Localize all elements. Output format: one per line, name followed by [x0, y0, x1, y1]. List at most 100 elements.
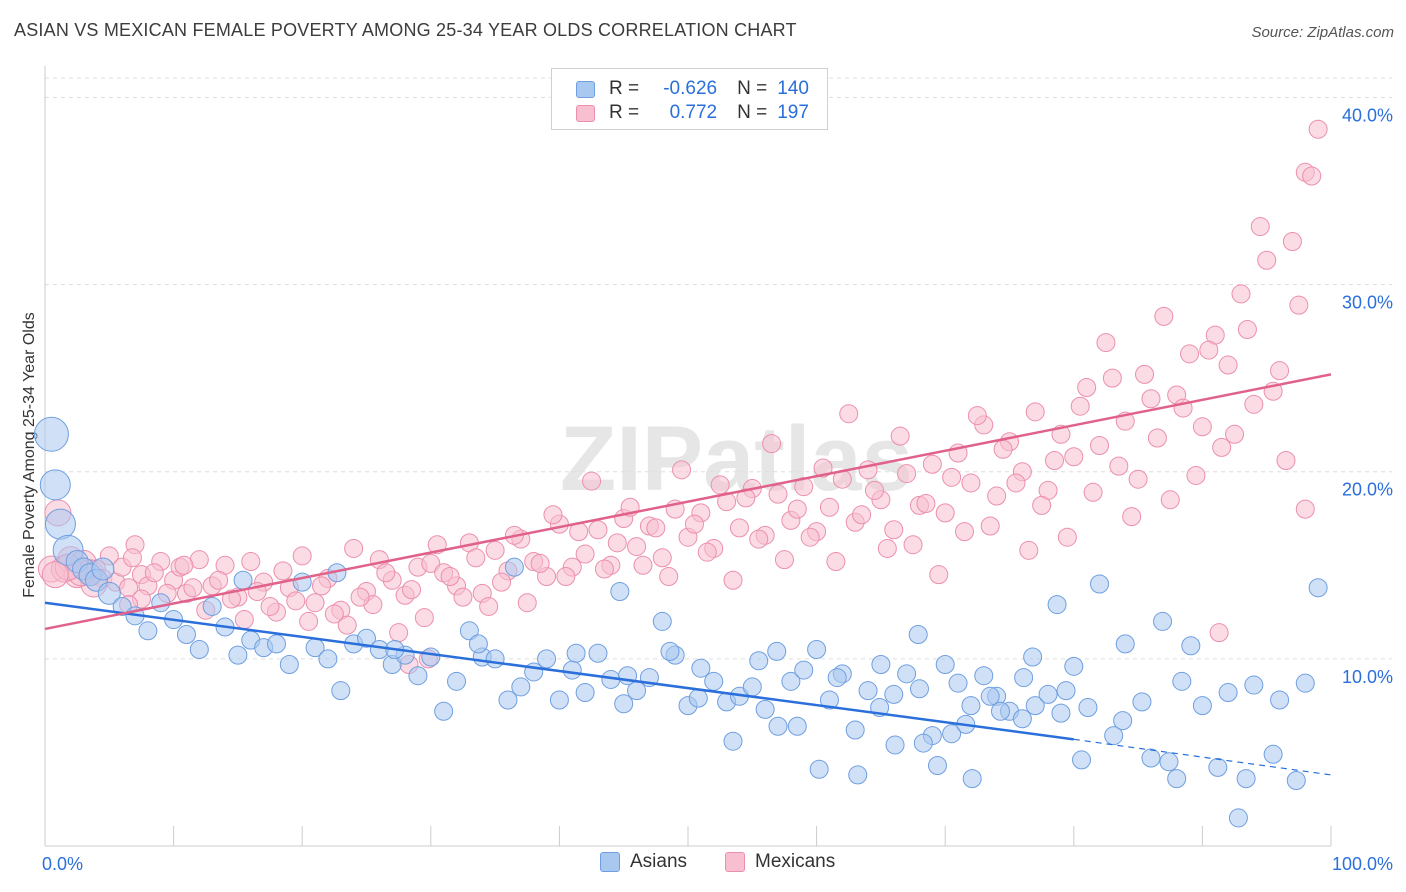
- mexican-point: [980, 516, 1000, 536]
- mexican-point: [1212, 437, 1232, 457]
- mexican-point: [183, 578, 203, 598]
- asian-point: [279, 654, 299, 674]
- mexican-point: [1141, 389, 1161, 409]
- mexican-point: [1154, 306, 1174, 326]
- mexican-point: [852, 505, 872, 525]
- mexican-point: [1096, 333, 1116, 353]
- asian-point: [1153, 611, 1173, 631]
- asian-trend-extension: [1073, 738, 1332, 776]
- asian-point: [652, 611, 672, 631]
- mexican-point: [122, 548, 142, 568]
- asian-point: [176, 625, 196, 645]
- asian-point: [942, 724, 962, 744]
- bottom-legend-asians: Asians: [600, 851, 687, 873]
- legend-r-value: -0.626: [663, 78, 718, 99]
- mexican-point: [1302, 166, 1322, 186]
- asian-point: [871, 654, 891, 674]
- mexican-point: [1160, 490, 1180, 510]
- mexican-point: [402, 580, 422, 600]
- mexican-point: [1192, 417, 1212, 437]
- mexican-point: [344, 538, 364, 558]
- asian-point: [927, 756, 947, 776]
- legend-n-label: N =: [737, 78, 768, 99]
- asian-point: [408, 666, 428, 686]
- asian-point: [1308, 578, 1328, 598]
- mexican-point: [607, 533, 627, 553]
- asian-trend-line: [44, 601, 1074, 741]
- mexican-point: [1083, 482, 1103, 502]
- mexican-point: [1180, 344, 1200, 364]
- asian-point: [909, 679, 929, 699]
- asian-point: [704, 671, 724, 691]
- mexican-point: [659, 567, 679, 587]
- asian-point: [97, 581, 121, 605]
- asian-point: [459, 621, 479, 641]
- asian-point: [151, 593, 171, 613]
- asian-point: [1064, 656, 1084, 676]
- asian-point: [318, 649, 338, 669]
- asian-point: [845, 720, 865, 740]
- asian-point: [768, 716, 788, 736]
- asian-point: [421, 647, 441, 667]
- mexican-point: [768, 484, 788, 504]
- asian-point: [767, 641, 787, 661]
- mexican-point: [954, 522, 974, 542]
- asian-point: [1295, 673, 1315, 693]
- mexican-point: [697, 542, 717, 562]
- mexican-point: [1064, 447, 1084, 467]
- mexican-point: [1006, 473, 1026, 493]
- mexican-point: [1147, 428, 1167, 448]
- mexican-point: [993, 439, 1013, 459]
- mexican-point: [1135, 364, 1155, 384]
- asian-point: [1159, 752, 1179, 772]
- mexican-point: [736, 488, 756, 508]
- asian-point: [885, 735, 905, 755]
- mexican-point: [1231, 284, 1251, 304]
- asian-point: [1113, 711, 1133, 731]
- asian-point: [948, 673, 968, 693]
- mexican-point: [311, 576, 331, 596]
- asian-point: [1172, 671, 1192, 691]
- mexican-point: [1225, 424, 1245, 444]
- tick-labels: 10.0% 20.0% 30.0% 40.0% 0.0% 100.0%: [42, 105, 1393, 874]
- mexican-point: [839, 404, 859, 424]
- asian-point: [566, 643, 586, 663]
- asian-point: [1270, 690, 1290, 710]
- mexican-point: [1102, 368, 1122, 388]
- asian-point: [1286, 771, 1306, 790]
- mexican-point: [813, 458, 833, 478]
- asian-point: [562, 660, 582, 680]
- asian-point: [794, 660, 814, 680]
- asian-points: [33, 416, 1328, 828]
- mexican-point: [877, 538, 897, 558]
- asian-point: [848, 765, 868, 785]
- mexican-point: [305, 593, 325, 613]
- legend-row-mexicans: R = 0.772 N = 197: [576, 101, 809, 125]
- mexican-point: [652, 548, 672, 568]
- asian-point: [1181, 636, 1201, 656]
- asian-point: [1090, 574, 1110, 594]
- mexican-point: [864, 480, 884, 500]
- trend-lines: [44, 373, 1332, 776]
- asian-point: [266, 634, 286, 654]
- asian-point: [357, 628, 376, 648]
- legend-n-value: 197: [777, 102, 809, 123]
- mexican-point: [1122, 507, 1142, 527]
- asian-point: [1228, 808, 1248, 828]
- asian-point: [691, 658, 711, 678]
- asian-point: [1263, 744, 1283, 764]
- legend-r-label: R =: [609, 78, 640, 99]
- asian-point: [913, 733, 933, 753]
- y-tick-label: 30.0%: [1342, 293, 1393, 313]
- y-tick-label: 40.0%: [1342, 105, 1393, 125]
- mexican-point: [1282, 232, 1302, 252]
- mexican-point: [556, 567, 576, 587]
- asian-point: [781, 671, 801, 691]
- asian-point: [138, 621, 158, 641]
- source-label: Source: ZipAtlas.com: [1251, 24, 1394, 41]
- mexican-point: [260, 596, 280, 616]
- asian-point: [787, 716, 807, 736]
- asian-point: [588, 643, 608, 663]
- y-tick-label: 20.0%: [1342, 480, 1393, 500]
